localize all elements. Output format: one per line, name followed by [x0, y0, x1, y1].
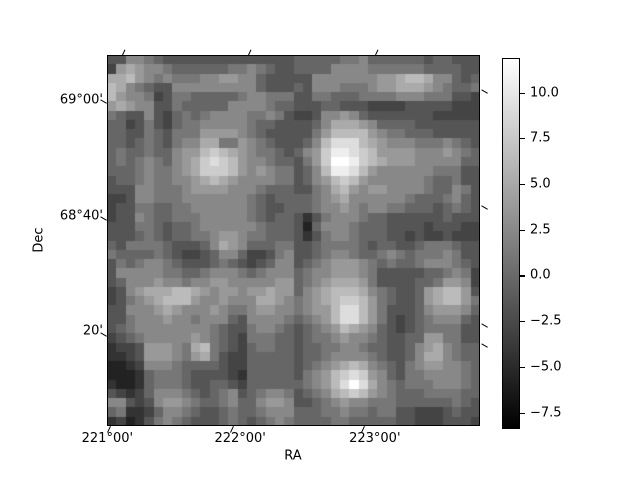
x-tick-label: 221°00': [81, 431, 134, 446]
x-tick-label: 222°00': [214, 431, 266, 446]
y-tick-label: 20': [82, 323, 103, 339]
colorbar-tick-mark: [520, 138, 525, 140]
colorbar-tick-label: 10.0: [530, 85, 559, 100]
colorbar: [502, 58, 520, 429]
colorbar-tick-label: 7.5: [530, 130, 551, 146]
y-tick-label: 69°00': [59, 92, 103, 108]
colorbar-tick-label: −7.5: [530, 405, 562, 421]
colorbar-tick-mark: [520, 92, 525, 94]
x-axis-label: RA: [284, 448, 302, 464]
colorbar-tick-mark: [520, 412, 525, 414]
colorbar-tick-mark: [520, 229, 525, 231]
colorbar-tick-mark: [520, 183, 525, 185]
plot-axes: [107, 55, 480, 426]
y-tick-label: 68°40': [59, 208, 103, 224]
colorbar-tick-mark: [520, 366, 525, 368]
y-tick-mark-right: [481, 205, 488, 211]
y-axis-label: Dec: [31, 227, 47, 253]
y-tick-mark-right: [481, 323, 488, 329]
colorbar-tick-mark: [520, 321, 525, 323]
y-tick-mark-right: [481, 343, 488, 348]
x-tick-label: 223°00': [349, 431, 401, 446]
colorbar-tick-label: 0.0: [530, 267, 551, 283]
colorbar-tick-label: 2.5: [530, 222, 551, 238]
y-tick-mark-right: [481, 89, 488, 95]
colorbar-tick-label: 5.0: [530, 176, 551, 192]
colorbar-tick-mark: [520, 275, 525, 277]
colorbar-tick-label: −2.5: [530, 313, 562, 329]
heatmap-image: [107, 55, 480, 426]
colorbar-tick-label: −5.0: [530, 359, 562, 375]
